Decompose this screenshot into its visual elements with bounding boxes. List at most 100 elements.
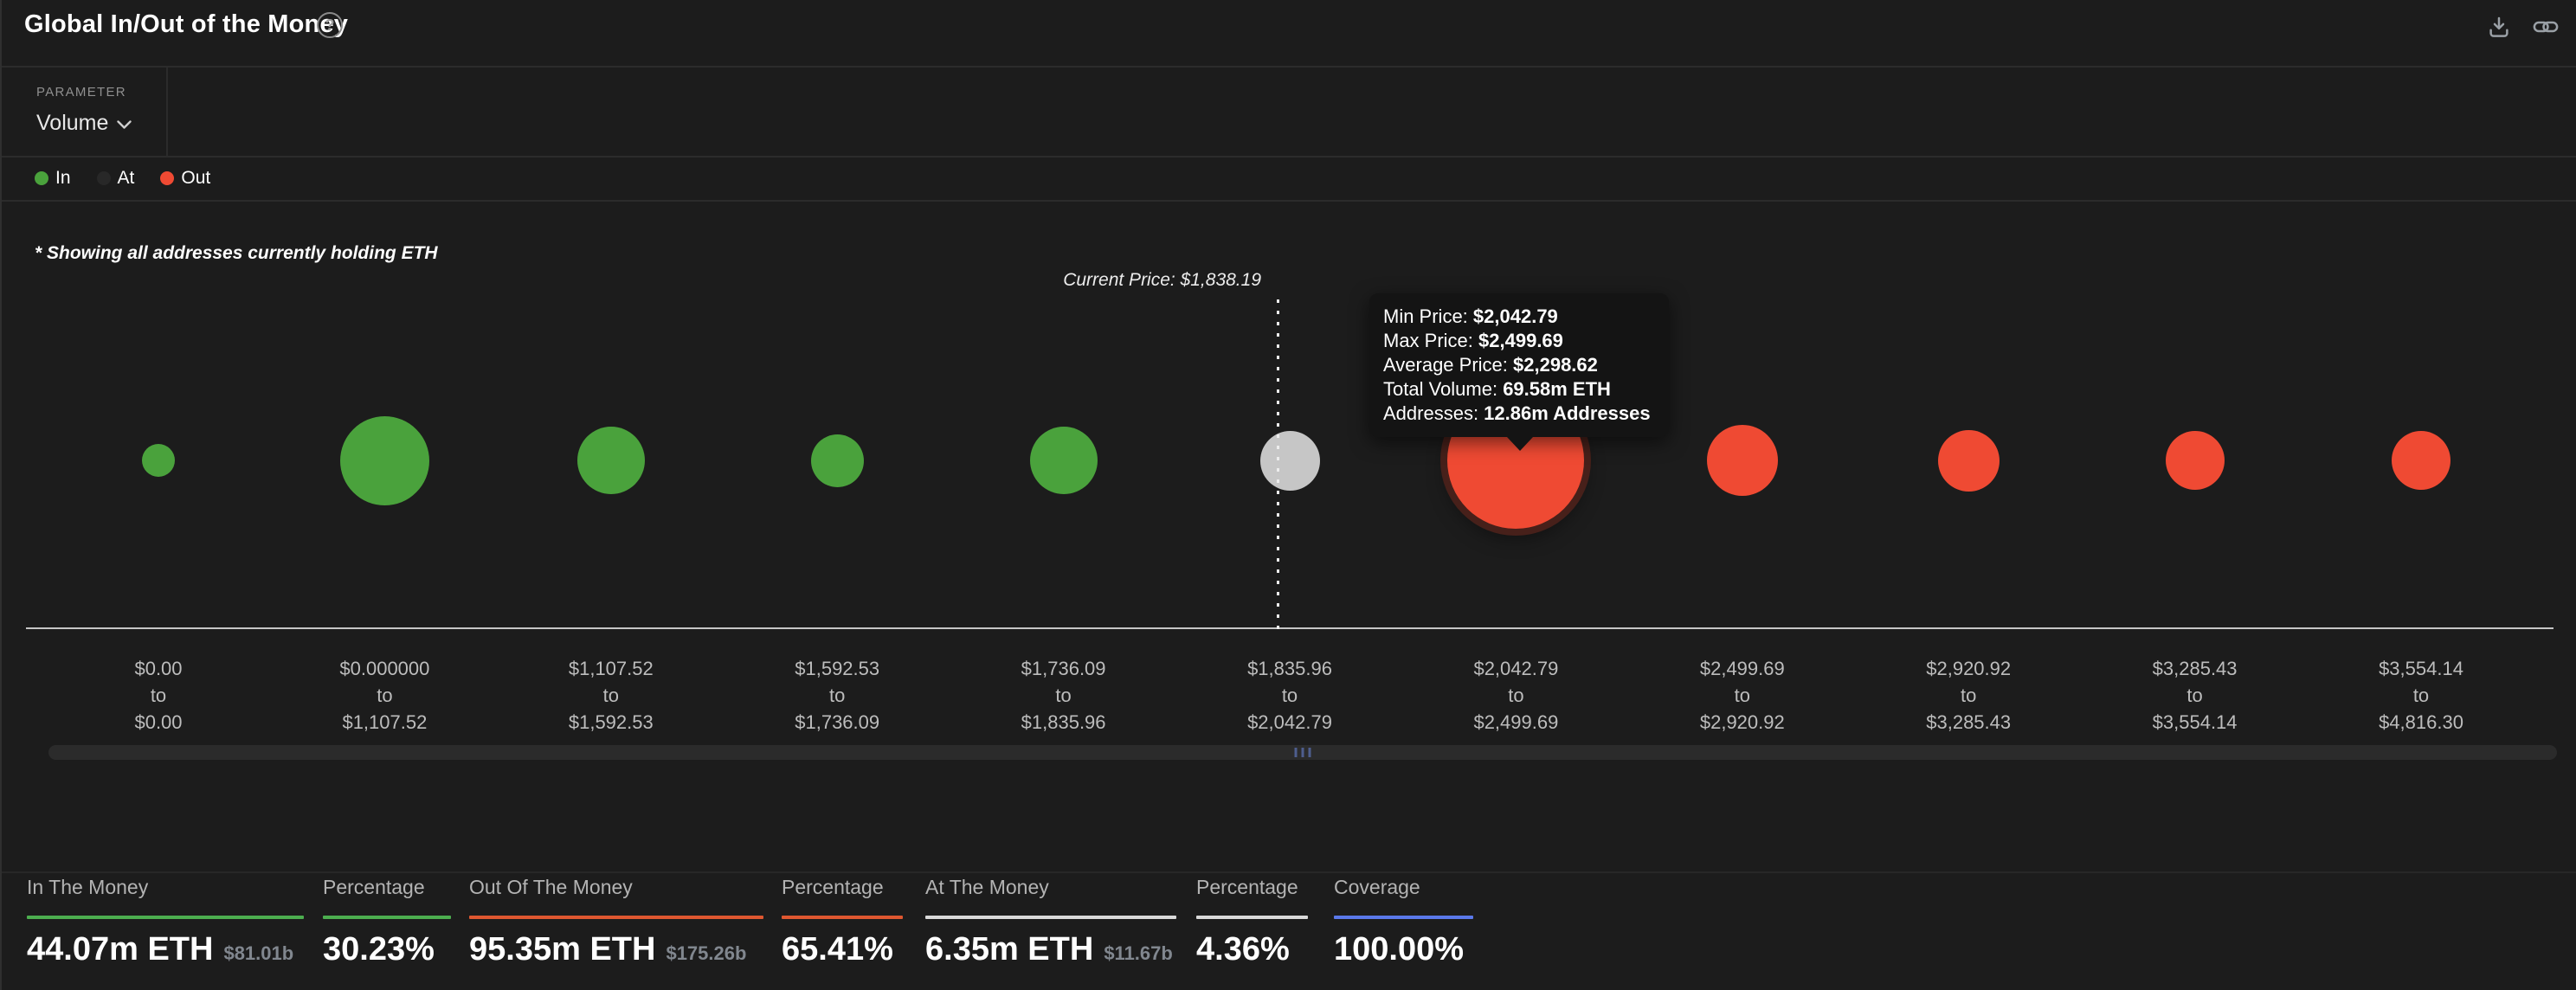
stat-label: Percentage bbox=[1196, 876, 1298, 898]
bubble-out[interactable] bbox=[1937, 429, 2000, 492]
tooltip-row: Min Price: $2,042.79 bbox=[1383, 305, 1655, 329]
axis-range-line: $0.00 bbox=[134, 711, 183, 733]
axis-range-label: $0.000000 to $1,107.52 bbox=[271, 655, 498, 736]
axis-range-label: $2,920.92 to $3,285.43 bbox=[1855, 655, 2082, 736]
parameter-label: PARAMETER bbox=[36, 85, 126, 100]
stat-accent-underline bbox=[469, 916, 763, 919]
tooltip-row: Average Price: $2,298.62 bbox=[1383, 353, 1655, 377]
stat-value: 6.35m ETH bbox=[925, 931, 1094, 968]
axis-range-line: $3,285.43 bbox=[2152, 658, 2238, 679]
copy-link-icon[interactable] bbox=[2533, 14, 2559, 40]
stat-accent-underline bbox=[1196, 916, 1308, 919]
axis-range-line: $1,736.09 bbox=[795, 711, 880, 733]
legend-dot-icon bbox=[96, 171, 111, 185]
bubble-in[interactable] bbox=[339, 415, 429, 505]
stat-label: Out Of The Money bbox=[469, 876, 633, 898]
axis-range-line: $3,285.43 bbox=[1926, 711, 2012, 733]
tooltip-row: Total Volume: 69.58m ETH bbox=[1383, 377, 1655, 402]
axis-range-label: $1,107.52 to $1,592.53 bbox=[498, 655, 724, 736]
axis-range-line: to bbox=[2412, 685, 2430, 706]
stat-accent-underline bbox=[323, 916, 451, 919]
parameter-cell-divider bbox=[166, 68, 168, 156]
chart-legend: In At Out bbox=[35, 168, 210, 189]
tooltip-label: Total Volume: bbox=[1383, 378, 1504, 400]
stat-label: In The Money bbox=[27, 876, 149, 898]
bubble-in[interactable] bbox=[1029, 427, 1098, 494]
stat-label: Percentage bbox=[782, 876, 884, 898]
legend-label: At bbox=[117, 168, 135, 188]
stat-in-the-money: In The Money 44.07m ETH $81.01b bbox=[27, 873, 304, 968]
help-icon[interactable]: ? bbox=[317, 12, 343, 38]
stat-out-of-the-money: Out Of The Money 95.35m ETH $175.26b bbox=[469, 873, 763, 968]
axis-range-line: to bbox=[1734, 685, 1750, 706]
tooltip-label: Max Price: bbox=[1383, 330, 1479, 351]
axis-range-line: $1,592.53 bbox=[795, 658, 880, 679]
stat-sub-value: $175.26b bbox=[666, 942, 747, 964]
current-price-line bbox=[1277, 299, 1279, 629]
stat-label: At The Money bbox=[925, 876, 1049, 898]
header-divider bbox=[2, 66, 2576, 68]
stat-accent-underline bbox=[925, 916, 1176, 919]
bubble-out[interactable] bbox=[1706, 425, 1778, 496]
stat-value: 100.00% bbox=[1334, 931, 1465, 968]
bubble-at[interactable] bbox=[1259, 430, 1320, 491]
axis-range-line: $3,554.14 bbox=[2152, 711, 2238, 733]
axis-range-line: to bbox=[829, 685, 846, 706]
bubble-in[interactable] bbox=[810, 434, 864, 487]
axis-range-line: $0.00 bbox=[134, 658, 183, 679]
tooltip-value: 69.58m ETH bbox=[1503, 378, 1611, 400]
tooltip-value: $2,499.69 bbox=[1478, 330, 1563, 351]
tooltip-value: $2,042.79 bbox=[1472, 305, 1558, 327]
stat-percentage: Percentage 65.41% bbox=[782, 873, 903, 968]
download-icon[interactable] bbox=[2486, 14, 2512, 40]
axis-range-label: $2,042.79 to $2,499.69 bbox=[1402, 655, 1629, 736]
axis-range-line: $2,920.92 bbox=[1926, 658, 2012, 679]
parameter-value: Volume bbox=[36, 111, 109, 135]
axis-range-line: $1,592.53 bbox=[568, 711, 654, 733]
axis-range-line: to bbox=[1281, 685, 1298, 706]
stat-sub-value: $11.67b bbox=[1104, 942, 1173, 964]
stat-value: 44.07m ETH bbox=[27, 931, 214, 968]
stat-value: 95.35m ETH bbox=[469, 931, 656, 968]
stat-at-the-money: At The Money 6.35m ETH $11.67b bbox=[925, 873, 1176, 968]
axis-range-line: $2,042.79 bbox=[1247, 711, 1332, 733]
bubble-tooltip: Min Price: $2,042.79 Max Price: $2,499.69… bbox=[1369, 293, 1669, 437]
axis-range-line: $2,042.79 bbox=[1473, 658, 1559, 679]
axis-range-line: $4,816.30 bbox=[2379, 711, 2463, 733]
axis-range-line: $0.000000 bbox=[339, 658, 430, 679]
bubble-in[interactable] bbox=[576, 427, 645, 494]
chevron-down-icon bbox=[117, 120, 132, 129]
bubble-in[interactable] bbox=[142, 444, 175, 477]
axis-range-line: to bbox=[602, 685, 619, 706]
axis-range-label: $2,499.69 to $2,920.92 bbox=[1629, 655, 1856, 736]
axis-range-line: to bbox=[377, 685, 393, 706]
legend-dot-icon bbox=[160, 171, 175, 185]
axis-range-line: $1,107.52 bbox=[568, 658, 654, 679]
current-price-label: Current Price: $1,838.19 bbox=[1063, 270, 1261, 290]
stats-bar: In The Money 44.07m ETH $81.01b Percentage 3… bbox=[2, 873, 2576, 990]
page-title: Global In/Out of the Money bbox=[24, 10, 349, 38]
axis-range-label: $1,592.53 to $1,736.09 bbox=[724, 655, 950, 736]
chart-scrollbar[interactable] bbox=[48, 745, 2557, 760]
stat-accent-underline bbox=[1334, 916, 1473, 919]
parameter-dropdown[interactable]: Volume bbox=[36, 111, 132, 136]
bubble-out[interactable] bbox=[2392, 431, 2450, 490]
legend-item-in[interactable]: In bbox=[35, 168, 71, 189]
bubble-out[interactable] bbox=[2165, 431, 2225, 490]
parameter-row-divider bbox=[2, 156, 2576, 158]
axis-range-line: $1,107.52 bbox=[342, 711, 428, 733]
stat-accent-underline bbox=[27, 916, 304, 919]
axis-range-line: to bbox=[1961, 685, 1977, 706]
chart-note: * Showing all addresses currently holdin… bbox=[35, 243, 438, 263]
legend-item-out[interactable]: Out bbox=[160, 168, 210, 189]
stat-label: Percentage bbox=[323, 876, 425, 898]
stats-divider bbox=[2, 871, 2576, 873]
axis-range-line: to bbox=[1508, 685, 1524, 706]
stat-value: 4.36% bbox=[1196, 931, 1290, 968]
legend-item-at[interactable]: At bbox=[96, 168, 135, 189]
axis-range-label: $0.00 to $0.00 bbox=[45, 655, 272, 736]
axis-range-label: $3,554.14 to $4,816.30 bbox=[2308, 655, 2534, 736]
stat-accent-underline bbox=[782, 916, 903, 919]
scrollbar-grip-icon[interactable] bbox=[1294, 748, 1311, 757]
